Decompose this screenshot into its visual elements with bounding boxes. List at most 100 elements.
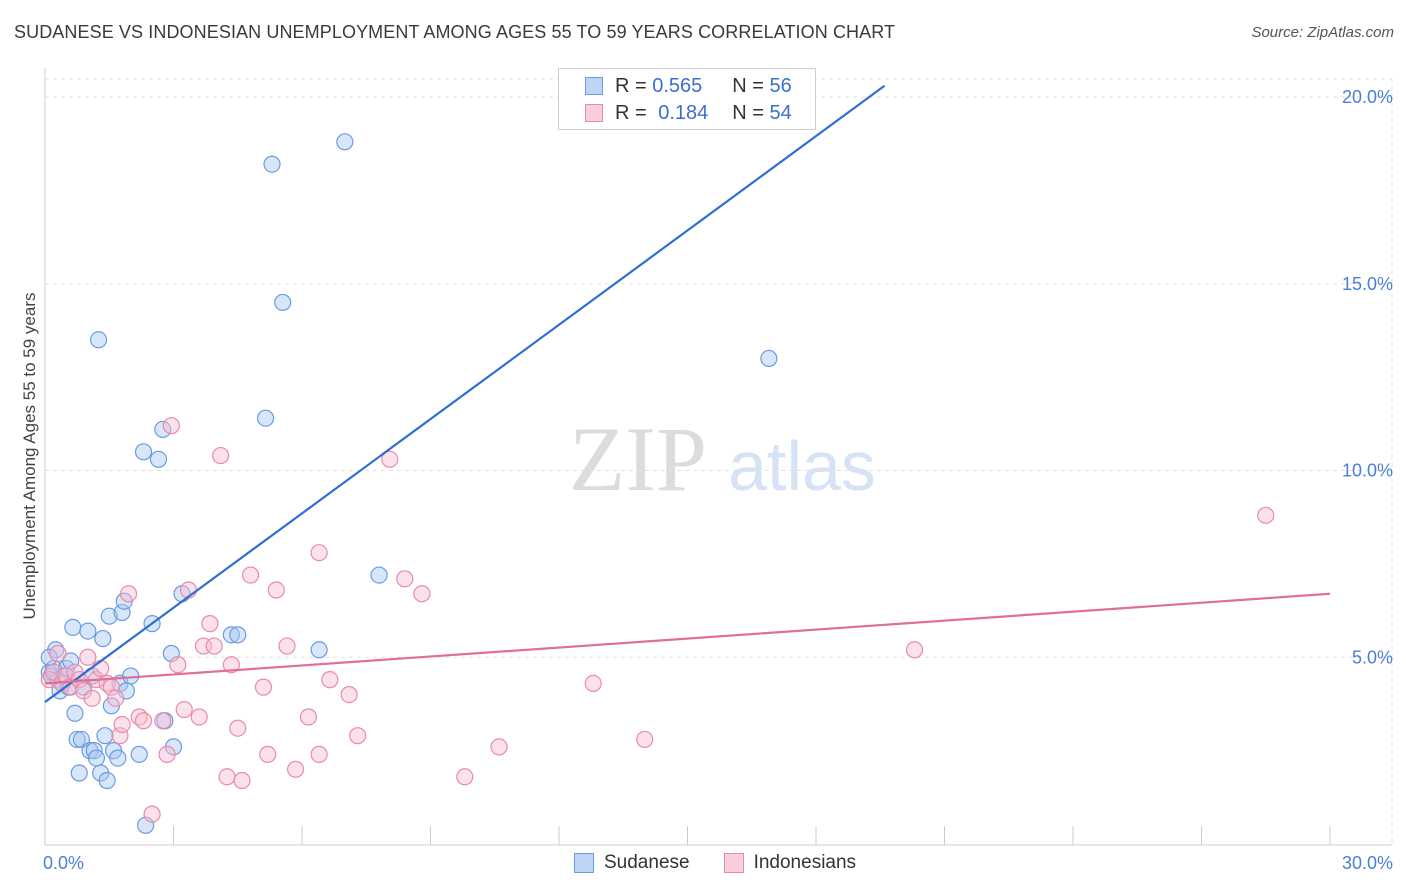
grid-lines	[45, 78, 1393, 845]
watermark-zip: ZIP	[569, 408, 707, 510]
indonesian-point	[349, 727, 367, 745]
sudanese-point	[130, 745, 148, 763]
indonesian-point	[490, 738, 508, 756]
indonesian-point	[321, 671, 339, 689]
legend-n-label: N =	[732, 74, 770, 97]
x-tick-label: 30.0%	[1342, 853, 1393, 873]
indonesian-point	[1257, 506, 1275, 524]
sudanese-point	[64, 618, 82, 636]
indonesian-point	[190, 708, 208, 726]
chart-title: SUDANESE VS INDONESIAN UNEMPLOYMENT AMON…	[14, 22, 896, 42]
indonesian-point	[201, 615, 219, 633]
legend-r-label: R =	[615, 74, 653, 97]
indonesian-point	[205, 637, 223, 655]
sudanese-point	[89, 331, 108, 349]
sudanese-point	[222, 626, 240, 644]
indonesian-point	[233, 771, 251, 790]
x-tick-label: 0.0%	[43, 853, 84, 873]
indonesian-point	[212, 446, 230, 465]
sudanese-point	[274, 293, 292, 312]
indonesian-point	[396, 570, 414, 588]
sudanese-point	[87, 749, 106, 767]
indonesian-point	[57, 667, 76, 685]
indonesian-point	[278, 637, 296, 655]
indonesian-point	[134, 712, 153, 730]
sudanese-point	[229, 626, 247, 644]
scatter-points	[40, 133, 1275, 834]
indonesian-point	[584, 674, 602, 692]
sudanese-point	[66, 704, 84, 722]
indonesian-swatch	[585, 104, 603, 122]
indonesian-point	[143, 805, 161, 823]
indonesian-point	[229, 719, 247, 737]
sudanese-point	[68, 730, 86, 749]
y-tick-label: 15.0%	[1342, 274, 1393, 294]
sudanese-trend-line	[44, 84, 886, 703]
legend-row-sudanese: R = 0.565 N = 56	[585, 73, 792, 99]
legend-item-sudanese: Sudanese	[574, 852, 690, 874]
series-legend: Sudanese Indonesians	[574, 852, 890, 874]
legend-r-value: 0.565	[652, 74, 703, 97]
indonesian-point	[113, 715, 131, 734]
sudanese-point	[96, 727, 114, 745]
sudanese-point	[109, 749, 127, 767]
legend-label-sudanese: Sudanese	[604, 852, 690, 873]
indonesian-point	[222, 656, 240, 674]
watermark-atlas: atlas	[728, 427, 876, 505]
sudanese-point	[336, 133, 354, 151]
indonesian-point	[162, 417, 180, 435]
indonesian-point	[107, 689, 125, 707]
legend-n-label: N =	[732, 101, 770, 124]
legend-label-indonesians: Indonesians	[753, 852, 857, 873]
legend-r-value: 0.184	[658, 101, 709, 124]
y-tick-label: 5.0%	[1352, 647, 1393, 667]
sudanese-point	[98, 771, 116, 790]
sudanese-point	[100, 607, 118, 625]
indonesian-point	[267, 581, 285, 599]
y-tick-label: 10.0%	[1342, 461, 1393, 481]
indonesian-point	[49, 644, 67, 663]
sudanese-point	[122, 667, 140, 685]
sudanese-point	[134, 443, 153, 461]
indonesian-point	[905, 641, 924, 659]
axes	[44, 68, 1392, 846]
indonesian-point	[340, 685, 358, 704]
sudanese-point	[154, 420, 172, 439]
indonesian-point	[310, 745, 328, 763]
legend-item-indonesians: Indonesians	[723, 852, 857, 874]
indonesian-point	[154, 712, 172, 730]
sudanese-point	[760, 349, 778, 368]
sudanese-point	[70, 764, 88, 782]
indonesian-point	[158, 745, 176, 763]
indonesian-swatch	[723, 853, 744, 873]
indonesian-point	[218, 768, 236, 786]
sudanese-point	[149, 450, 168, 468]
indonesian-point	[254, 678, 273, 696]
sudanese-swatch	[585, 77, 603, 95]
indonesian-point	[92, 659, 110, 678]
indonesian-point	[636, 730, 654, 749]
indonesian-point	[83, 689, 101, 707]
indonesian-point	[413, 585, 431, 603]
indonesian-point	[286, 760, 305, 778]
sudanese-point	[256, 409, 275, 427]
indonesian-trend-line	[44, 592, 1331, 685]
indonesian-point	[119, 585, 138, 603]
sudanese-point	[79, 622, 97, 640]
sudanese-swatch	[574, 853, 594, 873]
indonesian-point	[169, 656, 187, 674]
indonesian-point	[456, 768, 474, 786]
indonesian-point	[79, 648, 97, 666]
indonesian-point	[381, 450, 399, 468]
sudanese-point	[94, 629, 112, 648]
legend-n-value: 56	[769, 74, 792, 97]
sudanese-point	[370, 566, 388, 584]
legend-row-indonesians: R = 0.184 N = 54	[585, 100, 792, 126]
source-attribution: Source: ZipAtlas.com	[1251, 24, 1394, 41]
indonesian-point	[259, 745, 277, 763]
trend-lines	[44, 84, 1331, 703]
correlation-legend: R = 0.565 N = 56 R = 0.184 N = 54	[558, 68, 816, 130]
legend-n-value: 54	[769, 101, 792, 124]
tick-labels: 5.0% 10.0% 15.0% 20.0% 0.0% 30.0%	[43, 87, 1393, 873]
